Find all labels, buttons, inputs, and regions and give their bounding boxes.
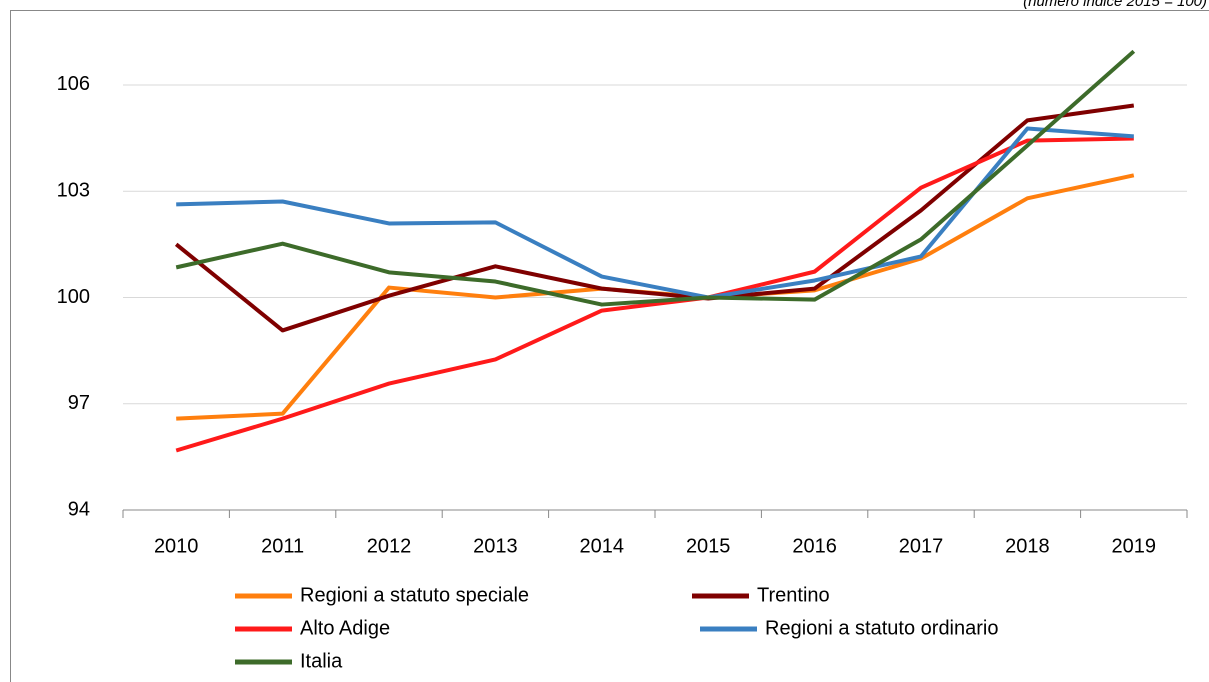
legend-label: Regioni a statuto speciale bbox=[300, 584, 529, 606]
y-tick-label: 100 bbox=[57, 286, 90, 308]
legend-label: Regioni a statuto ordinario bbox=[765, 617, 998, 639]
legend-label: Alto Adige bbox=[300, 617, 390, 639]
chart-subtitle: (numero indice 2015 = 100) bbox=[1023, 0, 1207, 10]
series-line bbox=[175, 136, 1134, 453]
x-tick-label: 2015 bbox=[686, 535, 731, 557]
x-tick-label: 2013 bbox=[473, 535, 518, 557]
x-tick-label: 2018 bbox=[1005, 535, 1050, 557]
y-tick-label: 94 bbox=[68, 498, 90, 520]
x-tick-label: 2011 bbox=[261, 535, 304, 557]
series-line bbox=[176, 173, 1135, 421]
legend-label: Trentino bbox=[757, 584, 830, 606]
series-line bbox=[175, 49, 1136, 307]
x-tick-label: 2016 bbox=[792, 535, 837, 557]
x-tick-label: 2019 bbox=[1112, 535, 1157, 557]
x-tick-label: 2010 bbox=[154, 535, 199, 557]
y-tick-label: 103 bbox=[57, 180, 90, 202]
x-tick-label: 2014 bbox=[580, 535, 625, 557]
y-tick-label: 97 bbox=[68, 392, 90, 414]
legend-label: Italia bbox=[300, 650, 343, 672]
x-tick-label: 2012 bbox=[367, 535, 412, 557]
x-tick-label: 2017 bbox=[899, 535, 944, 557]
chart-border bbox=[10, 10, 1209, 682]
y-tick-label: 106 bbox=[57, 73, 90, 95]
